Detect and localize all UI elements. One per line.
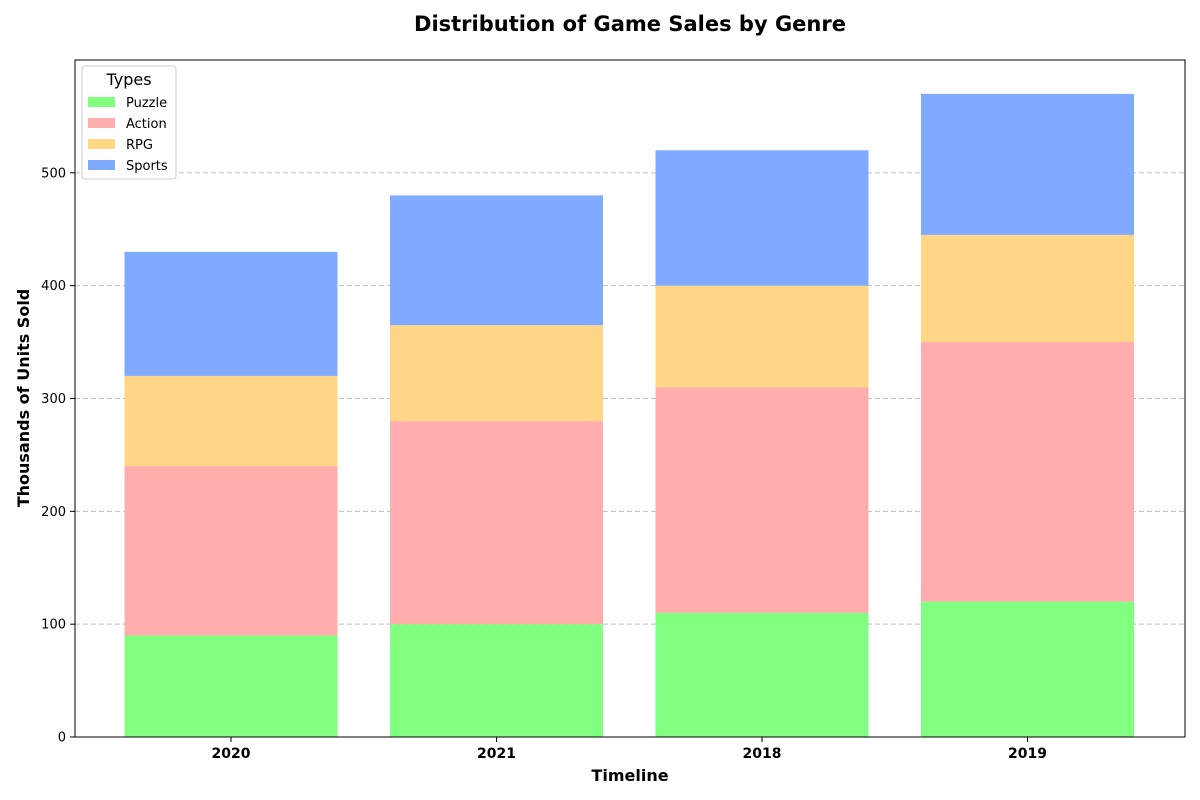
y-tick-label: 0: [58, 731, 66, 746]
legend-label-puzzle: Puzzle: [126, 96, 167, 111]
y-tick-label: 400: [41, 279, 66, 294]
bar-puzzle-2018: [655, 612, 869, 737]
bar-sports-2021: [390, 195, 603, 326]
bar-puzzle-2019: [921, 601, 1134, 737]
legend-box: [81, 65, 177, 180]
bar-rpg-2021: [390, 325, 603, 422]
legend-title: Types: [105, 70, 151, 89]
y-tick-label: 200: [41, 505, 66, 520]
bars-layer: [124, 93, 1134, 737]
bar-puzzle-2021: [390, 624, 603, 737]
legend-items: Puzzle Action RPG Sports: [88, 96, 168, 174]
x-tick-label: 2018: [743, 746, 782, 762]
y-tick-label: 300: [41, 392, 66, 407]
legend-label-sports: Sports: [126, 159, 168, 174]
bar-sports-2018: [655, 150, 869, 286]
chart-title: Distribution of Game Sales by Genre: [414, 12, 846, 36]
bar-puzzle-2020: [124, 635, 338, 737]
x-tick-label: 2019: [1008, 746, 1047, 762]
legend-label-rpg: RPG: [126, 138, 153, 153]
legend-swatch-rpg: [88, 139, 115, 149]
y-axis: 0 100 200 300 400 500: [41, 166, 75, 746]
y-tick-label: 100: [41, 618, 66, 633]
bar-action-2020: [124, 466, 338, 636]
bar-rpg-2019: [921, 234, 1134, 343]
bar-action-2018: [655, 387, 869, 613]
x-axis-label: Timeline: [591, 766, 668, 785]
legend-label-action: Action: [126, 117, 167, 132]
x-tick-label: 2020: [212, 746, 251, 762]
bar-rpg-2018: [655, 285, 869, 388]
bar-sports-2020: [124, 251, 338, 376]
bar-action-2021: [390, 421, 603, 625]
x-axis: 2020 2021 2018 2019: [212, 737, 1047, 762]
legend: Types Puzzle Action RPG Sports: [81, 65, 177, 180]
bar-rpg-2020: [124, 375, 338, 467]
y-tick-label: 500: [41, 166, 66, 181]
bar-action-2019: [921, 342, 1134, 602]
legend-swatch-action: [88, 118, 115, 128]
y-axis-label: Thousands of Units Sold: [14, 289, 33, 508]
x-tick-label: 2021: [477, 746, 516, 762]
bar-sports-2019: [921, 93, 1134, 235]
legend-swatch-sports: [88, 160, 115, 170]
legend-swatch-puzzle: [88, 97, 115, 107]
